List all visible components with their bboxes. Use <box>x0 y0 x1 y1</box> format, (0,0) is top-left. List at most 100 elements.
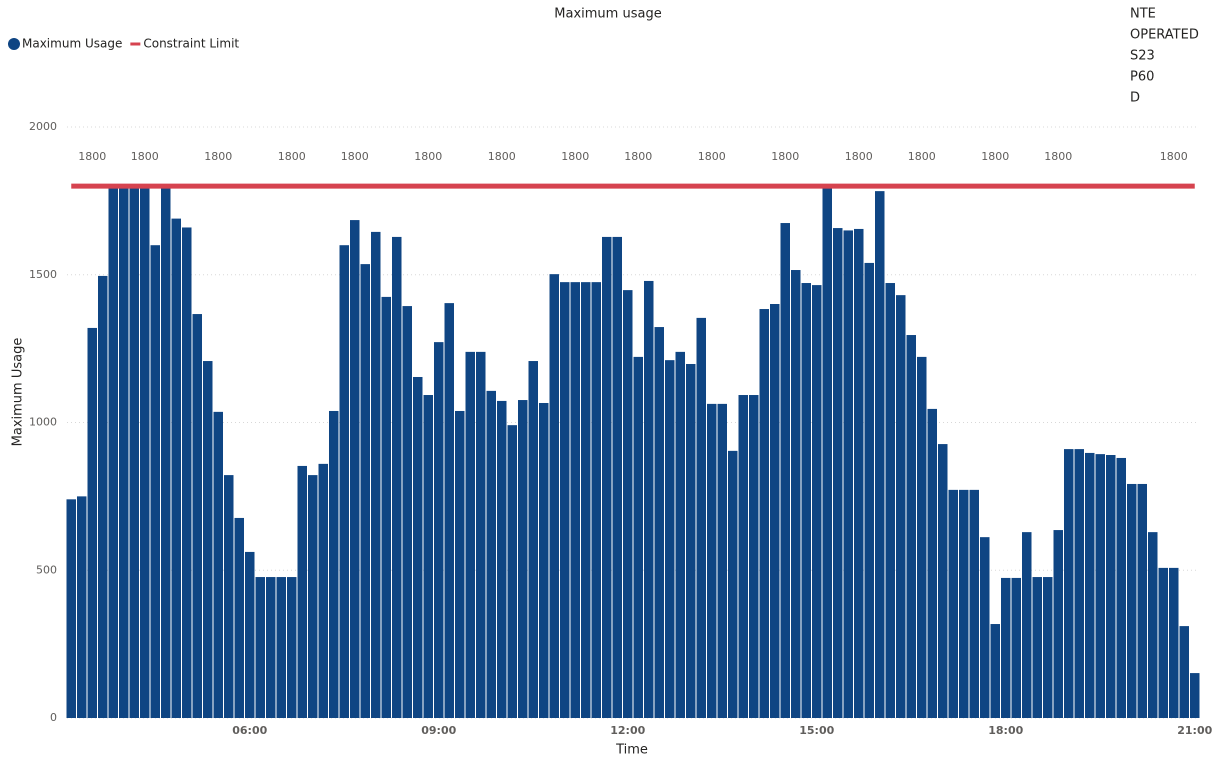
bar <box>1169 567 1179 718</box>
bar <box>234 517 244 718</box>
bar <box>833 228 843 718</box>
bar <box>66 499 76 718</box>
bar <box>1190 673 1200 718</box>
data-label: 1800 <box>1044 150 1072 163</box>
data-label: 1800 <box>1160 150 1188 163</box>
bar <box>192 314 202 718</box>
bar <box>287 577 297 718</box>
legend-label: Maximum Usage <box>22 37 122 51</box>
bar <box>77 496 87 718</box>
bar <box>707 403 717 718</box>
bar <box>1043 577 1053 718</box>
bar <box>318 463 328 718</box>
bar <box>770 304 780 718</box>
bar <box>822 186 832 719</box>
bar <box>497 400 507 718</box>
bar <box>1127 483 1137 718</box>
bar <box>644 280 654 718</box>
bar <box>780 223 790 718</box>
bar <box>171 218 181 719</box>
bar <box>812 285 822 718</box>
y-tick-label: 1000 <box>29 416 57 429</box>
bar <box>885 283 895 718</box>
bar <box>791 270 801 718</box>
x-axis-label: Time <box>615 743 648 758</box>
annotation: P60 <box>1130 70 1154 85</box>
bar <box>581 282 591 718</box>
bar <box>308 475 318 718</box>
x-tick-label: 18:00 <box>988 724 1023 737</box>
bar <box>213 411 223 718</box>
bar <box>917 356 927 718</box>
bar <box>654 327 664 718</box>
data-label: 1800 <box>698 150 726 163</box>
bar <box>392 236 402 718</box>
bar <box>339 245 349 718</box>
data-label: 1800 <box>488 150 516 163</box>
bar <box>906 335 916 718</box>
bar <box>843 230 853 719</box>
bar <box>969 489 979 718</box>
data-label: 1800 <box>771 150 799 163</box>
bar <box>959 489 969 718</box>
data-label: 1800 <box>131 150 159 163</box>
bar <box>486 390 496 718</box>
bar <box>980 537 990 718</box>
bar <box>87 327 97 718</box>
data-label: 1800 <box>845 150 873 163</box>
bar <box>1053 530 1063 718</box>
bar <box>801 283 811 718</box>
data-label: 1800 <box>414 150 442 163</box>
bar <box>623 290 633 718</box>
bar <box>108 186 118 719</box>
data-label: 1800 <box>78 150 106 163</box>
bar <box>266 577 276 718</box>
bar <box>1011 577 1021 718</box>
annotation: D <box>1130 91 1140 106</box>
data-label: 1800 <box>278 150 306 163</box>
bar <box>465 351 475 718</box>
bar <box>203 361 213 718</box>
annotation: S23 <box>1130 49 1155 64</box>
bar <box>675 351 685 718</box>
bar <box>381 296 391 718</box>
bar <box>161 186 171 719</box>
y-tick-label: 1500 <box>29 268 57 281</box>
bar <box>402 306 412 718</box>
bar <box>1179 626 1189 718</box>
x-tick-label: 06:00 <box>232 724 267 737</box>
bar <box>728 450 738 718</box>
bar <box>255 577 265 718</box>
bar <box>560 282 570 718</box>
bar <box>476 351 486 718</box>
bar <box>1148 532 1158 718</box>
bar <box>1137 483 1147 718</box>
bar <box>98 275 108 718</box>
bar <box>1116 457 1126 718</box>
bar <box>224 475 234 718</box>
bar <box>245 551 255 718</box>
bar <box>507 425 517 718</box>
bar <box>371 231 381 718</box>
chart-title: Maximum usage <box>554 7 661 22</box>
y-axis-label: Maximum Usage <box>11 338 26 447</box>
bar <box>854 228 864 718</box>
data-label: 1800 <box>624 150 652 163</box>
bar <box>1064 449 1074 718</box>
y-tick-label: 2000 <box>29 120 57 133</box>
bar <box>665 360 675 718</box>
bar <box>423 395 433 718</box>
bar <box>927 408 937 718</box>
bar <box>696 317 706 718</box>
bar <box>119 186 129 719</box>
bar <box>686 363 696 718</box>
bar <box>1074 449 1084 718</box>
bar <box>549 274 559 718</box>
bar <box>1106 455 1116 718</box>
bar <box>140 186 150 719</box>
bar <box>1085 452 1095 718</box>
bar <box>297 465 307 718</box>
bar <box>990 624 1000 718</box>
bar <box>749 395 759 718</box>
data-label: 1800 <box>981 150 1009 163</box>
